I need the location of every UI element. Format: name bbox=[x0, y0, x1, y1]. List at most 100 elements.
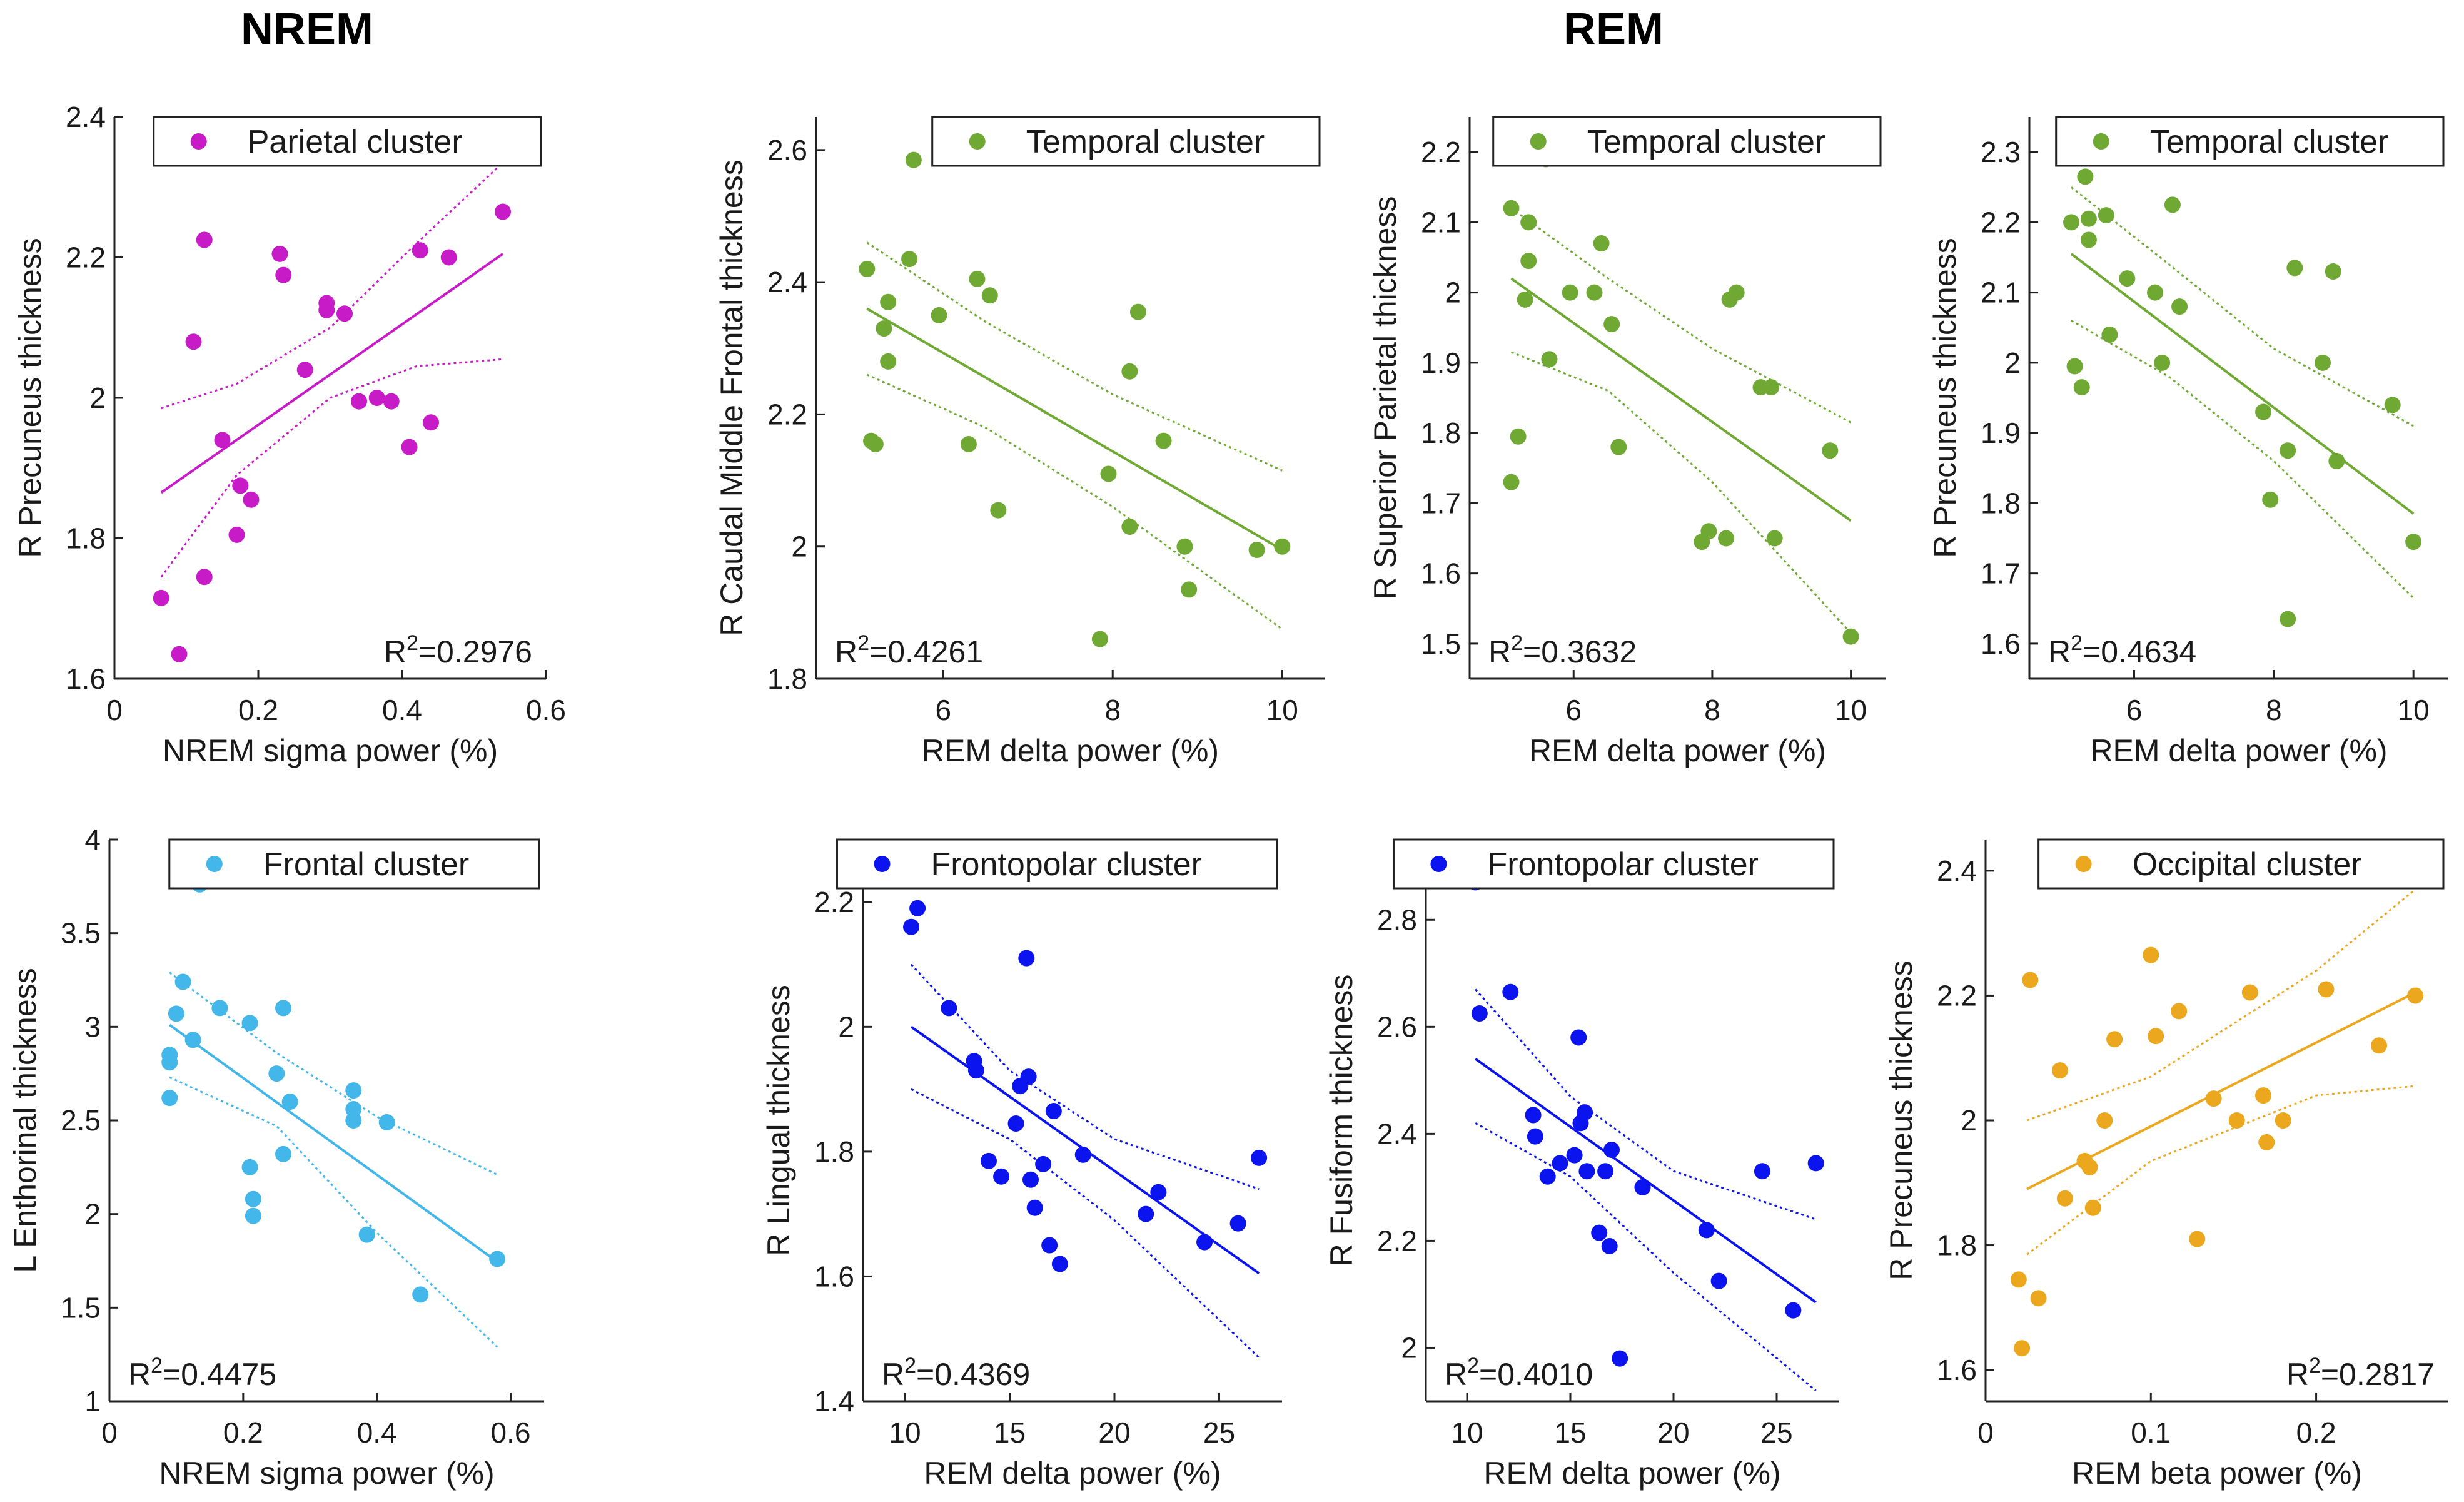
data-point bbox=[1591, 1224, 1608, 1241]
data-point bbox=[1181, 581, 1198, 598]
data-point bbox=[2051, 1062, 2068, 1079]
x-tick-label: 20 bbox=[1098, 1416, 1130, 1449]
x-axis-label: REM delta power (%) bbox=[1483, 1456, 1780, 1491]
data-point bbox=[1051, 1256, 1068, 1272]
data-point bbox=[161, 1054, 178, 1071]
data-point bbox=[245, 1207, 261, 1224]
y-tick-label: 1.7 bbox=[1981, 557, 2021, 590]
data-point bbox=[168, 1005, 184, 1022]
data-point bbox=[2205, 1090, 2222, 1107]
data-point bbox=[1634, 1179, 1651, 1195]
data-point bbox=[931, 307, 947, 323]
data-point bbox=[867, 435, 884, 452]
data-point bbox=[1176, 538, 1193, 555]
data-point bbox=[1539, 1168, 1556, 1185]
y-tick-label: 2 bbox=[791, 530, 807, 563]
ci-upper-line bbox=[161, 161, 504, 410]
data-point bbox=[1502, 983, 1519, 1000]
data-point bbox=[2286, 260, 2303, 277]
data-point bbox=[2280, 442, 2296, 459]
data-point bbox=[275, 1000, 291, 1017]
y-tick-label: 2 bbox=[2004, 347, 2021, 379]
data-point bbox=[1007, 1115, 1024, 1132]
data-point bbox=[1525, 1107, 1542, 1124]
x-tick-label: 6 bbox=[2126, 694, 2143, 726]
y-tick-label: 2.2 bbox=[1981, 206, 2021, 238]
y-tick-label: 2 bbox=[84, 1198, 101, 1231]
data-point bbox=[1603, 316, 1620, 333]
data-point bbox=[2143, 946, 2159, 963]
data-point bbox=[2371, 1037, 2387, 1054]
data-point bbox=[1610, 439, 1627, 455]
data-point bbox=[2148, 1028, 2164, 1045]
data-point bbox=[228, 526, 245, 543]
y-tick-label: 2.4 bbox=[1937, 855, 1977, 887]
data-point bbox=[2189, 1231, 2206, 1247]
data-point bbox=[960, 435, 977, 452]
panel-p5: 0 0.2 0.4 0.6 1 1.5 2 2.5 3 3.5 4 NREM sigma power … bbox=[8, 823, 544, 1491]
regression-line bbox=[2026, 991, 2416, 1190]
regression-line bbox=[1510, 277, 1852, 522]
x-tick-label: 15 bbox=[994, 1416, 1026, 1449]
x-axis-label: REM delta power (%) bbox=[922, 733, 1219, 768]
data-point bbox=[1121, 363, 1138, 380]
y-tick-label: 2.2 bbox=[814, 886, 854, 918]
y-tick-label: 3 bbox=[84, 1010, 101, 1043]
legend-label: Occipital cluster bbox=[2133, 846, 2362, 883]
data-point bbox=[1520, 253, 1537, 270]
data-point bbox=[214, 432, 231, 449]
data-point bbox=[1035, 1155, 1052, 1172]
y-tick-label: 4 bbox=[84, 823, 101, 856]
data-point bbox=[196, 569, 213, 586]
data-point bbox=[1129, 303, 1146, 320]
panel-p3: 6 8 10 1.5 1.6 1.7 1.8 1.9 2 2.1 2.2 REM delta powe… bbox=[1368, 116, 1886, 768]
y-tick-label: 2.4 bbox=[767, 266, 807, 298]
regression-line bbox=[866, 307, 1283, 551]
data-point bbox=[2101, 326, 2118, 343]
ci-upper-line bbox=[2026, 888, 2416, 1122]
y-tick-label: 1.5 bbox=[61, 1291, 101, 1324]
panel-p2: 6 8 10 1.8 2 2.2 2.4 2.6 REM delta power (%) R Ca… bbox=[714, 116, 1325, 768]
data-point bbox=[232, 477, 249, 494]
legend-marker bbox=[1530, 133, 1547, 150]
data-point bbox=[2080, 210, 2097, 227]
ci-upper-line bbox=[1475, 988, 1817, 1220]
legend-box bbox=[2037, 838, 2445, 890]
data-point bbox=[2106, 1031, 2123, 1048]
data-point bbox=[1562, 284, 1578, 301]
legend-marker bbox=[874, 856, 891, 872]
ci-upper-line bbox=[1510, 207, 1852, 424]
legend-marker bbox=[1430, 856, 1447, 872]
x-tick-label: 10 bbox=[889, 1416, 921, 1449]
data-point bbox=[993, 1168, 1010, 1185]
data-point bbox=[378, 1114, 395, 1130]
legend-box bbox=[836, 838, 1278, 890]
x-tick-label: 8 bbox=[1104, 694, 1121, 726]
x-tick-label: 6 bbox=[935, 694, 951, 726]
data-point bbox=[345, 1101, 362, 1118]
r-squared-label: R2=0.3632 bbox=[1488, 631, 1637, 669]
data-point bbox=[1842, 628, 1859, 645]
r-squared-label: R2=0.4261 bbox=[835, 631, 983, 669]
x-tick-label: 0.6 bbox=[491, 1416, 531, 1449]
panel-p7: 10 15 20 25 2 2.2 2.4 2.6 2.8 REM delta power (%)… bbox=[1324, 838, 1839, 1491]
data-point bbox=[2010, 1271, 2027, 1288]
legend-marker bbox=[190, 133, 207, 150]
data-point bbox=[941, 1000, 957, 1017]
x-tick-label: 10 bbox=[1266, 694, 1298, 726]
y-tick-label: 1.9 bbox=[1421, 347, 1461, 379]
data-point bbox=[1517, 291, 1533, 308]
y-tick-label: 2.2 bbox=[1937, 979, 1977, 1012]
data-point bbox=[196, 231, 213, 248]
data-point bbox=[2073, 379, 2090, 396]
x-tick-label: 25 bbox=[1760, 1416, 1792, 1449]
data-point bbox=[171, 646, 188, 662]
x-tick-label: 0.4 bbox=[382, 694, 422, 726]
legend-box bbox=[931, 116, 1321, 167]
data-point bbox=[2280, 611, 2296, 627]
data-point bbox=[1577, 1104, 1593, 1121]
data-point bbox=[1807, 1155, 1824, 1172]
data-point bbox=[275, 266, 292, 283]
data-point bbox=[412, 242, 428, 259]
